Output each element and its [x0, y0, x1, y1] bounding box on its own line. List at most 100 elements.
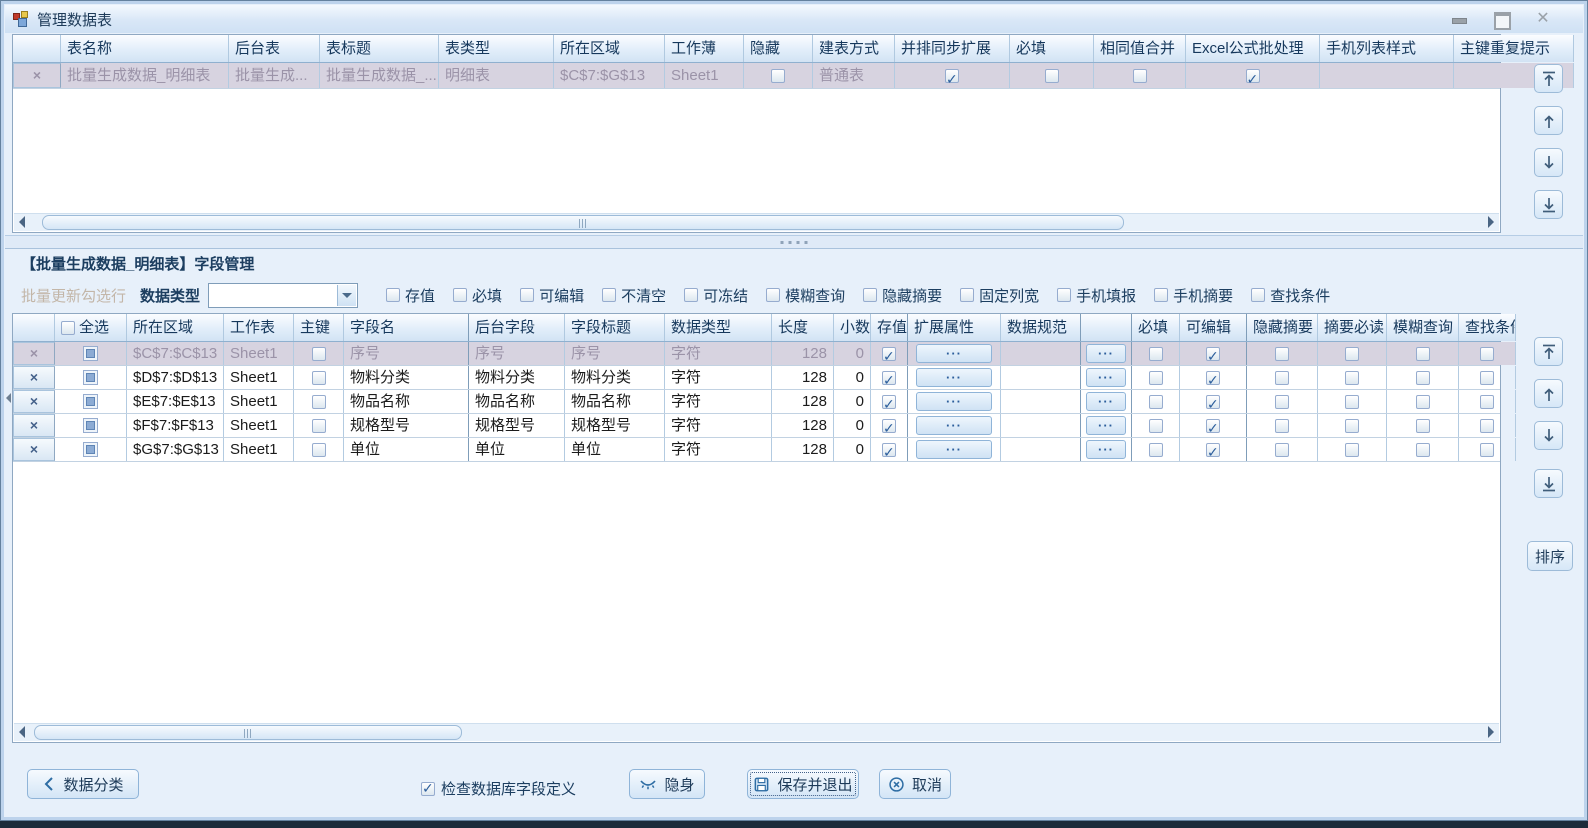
required-checkbox[interactable] — [1148, 418, 1163, 433]
merge-same-checkbox[interactable] — [1132, 68, 1147, 83]
column-header[interactable]: 后台字段 — [468, 314, 565, 341]
check-db-fields-option[interactable]: 检查数据库字段定义 — [421, 778, 576, 799]
move-down-button[interactable] — [1534, 421, 1563, 450]
hide-summary-checkbox[interactable] — [1275, 370, 1289, 385]
pk-checkbox[interactable] — [311, 442, 326, 457]
row-select-checkbox[interactable] — [83, 442, 98, 457]
scroll-left-arrow[interactable] — [19, 726, 25, 738]
column-header[interactable]: 工作薄 — [665, 35, 744, 62]
summary-read-checkbox[interactable] — [1345, 346, 1359, 361]
move-bottom-button[interactable] — [1534, 190, 1563, 219]
title-bar[interactable]: 管理数据表 ✕ — [5, 5, 1583, 33]
column-header[interactable]: 字段标题 — [565, 314, 665, 341]
datatype-combobox[interactable] — [208, 282, 359, 308]
scroll-right-arrow[interactable] — [1488, 216, 1494, 228]
save-exit-button[interactable]: 保存并退出 — [747, 769, 859, 799]
fixed-width-checkbox[interactable] — [960, 288, 975, 302]
table-row[interactable]: × $C$7:$C$13 Sheet1 序号 序号 序号 字符 128 0 ··… — [13, 342, 1516, 366]
find-condition-checkbox[interactable] — [1480, 442, 1494, 457]
column-header[interactable]: 查找条件 — [1459, 314, 1516, 341]
top-grid-hscrollbar[interactable] — [14, 213, 1499, 231]
ext-props-button[interactable]: ··· — [916, 368, 992, 387]
option-fuzzy-query[interactable]: 模糊查询 — [766, 285, 845, 306]
more-button[interactable]: ··· — [1086, 368, 1126, 387]
find-condition-checkbox[interactable] — [1480, 370, 1494, 385]
check-db-fields-checkbox[interactable] — [421, 780, 435, 797]
find-condition-checkbox[interactable] — [1251, 288, 1266, 302]
move-down-button[interactable] — [1534, 148, 1563, 177]
editable-checkbox[interactable] — [1206, 441, 1220, 461]
column-header[interactable]: 可编辑 — [1180, 314, 1247, 341]
maximize-button[interactable] — [1493, 12, 1511, 30]
find-condition-checkbox[interactable] — [1480, 394, 1494, 409]
move-top-button[interactable] — [1534, 64, 1563, 93]
select-all-checkbox[interactable] — [61, 320, 75, 335]
hide-summary-checkbox[interactable] — [863, 288, 878, 302]
option-find-condition[interactable]: 查找条件 — [1251, 285, 1330, 306]
scrollbar-thumb[interactable] — [42, 215, 1124, 230]
table-row[interactable]: × $E$7:$E$13 Sheet1 物品名称 物品名称 物品名称 字符 12… — [13, 390, 1516, 414]
column-header[interactable]: 工作表 — [224, 314, 294, 341]
required-checkbox[interactable] — [1044, 68, 1059, 83]
column-header[interactable]: 摘要必读 — [1318, 314, 1387, 341]
data-category-button[interactable]: 数据分类 — [27, 769, 139, 799]
freezable-checkbox[interactable] — [684, 288, 699, 302]
column-header[interactable]: 数据类型 — [665, 314, 772, 341]
required-checkbox[interactable] — [1148, 346, 1163, 361]
row-select-checkbox[interactable] — [83, 418, 98, 433]
pk-checkbox[interactable] — [311, 394, 326, 409]
column-header[interactable]: 存值 — [871, 314, 908, 341]
fuzzy-query-checkbox[interactable] — [766, 288, 781, 302]
table-row[interactable]: × $D$7:$D$13 Sheet1 物料分类 物料分类 物料分类 字符 12… — [13, 366, 1516, 390]
store-checkbox[interactable] — [882, 417, 896, 437]
ext-props-button[interactable]: ··· — [916, 416, 992, 435]
summary-read-checkbox[interactable] — [1345, 370, 1359, 385]
column-header[interactable]: 必填 — [1010, 35, 1094, 62]
hide-summary-checkbox[interactable] — [1275, 394, 1289, 409]
store-checkbox[interactable] — [882, 369, 896, 389]
required-checkbox[interactable] — [1148, 442, 1163, 457]
move-up-button[interactable] — [1534, 106, 1563, 135]
column-header[interactable]: 表类型 — [439, 35, 554, 62]
store-checkbox[interactable] — [882, 441, 896, 461]
delete-row-button[interactable]: × — [13, 366, 55, 389]
summary-read-checkbox[interactable] — [1345, 418, 1359, 433]
fuzzy-query-checkbox[interactable] — [1415, 442, 1430, 457]
row-select-checkbox[interactable] — [83, 370, 98, 385]
option-fixed-width[interactable]: 固定列宽 — [960, 285, 1039, 306]
close-button[interactable]: ✕ — [1536, 10, 1550, 27]
panel-splitter[interactable] — [5, 235, 1583, 249]
more-button[interactable]: ··· — [1086, 416, 1126, 435]
move-up-button[interactable] — [1534, 379, 1563, 408]
table-row[interactable]: × 批量生成数据_明细表 批量生成... 批量生成数据_... 明细表 $C$7… — [13, 63, 1574, 89]
editable-checkbox[interactable] — [1206, 393, 1220, 413]
store-checkbox[interactable] — [882, 393, 896, 413]
column-header[interactable]: 表标题 — [320, 35, 439, 62]
column-header[interactable]: 小数 — [834, 314, 871, 341]
editable-checkbox[interactable] — [1206, 417, 1220, 437]
column-header[interactable]: 扩展属性 — [907, 314, 1001, 341]
column-header[interactable]: 隐藏摘要 — [1246, 314, 1318, 341]
hidden-checkbox[interactable] — [771, 68, 785, 83]
table-row[interactable]: × $F$7:$F$13 Sheet1 规格型号 规格型号 规格型号 字符 12… — [13, 414, 1516, 438]
column-header[interactable]: 表名称 — [61, 35, 229, 62]
column-header[interactable]: 长度 — [772, 314, 834, 341]
hide-summary-checkbox[interactable] — [1275, 442, 1289, 457]
ext-props-button[interactable]: ··· — [916, 392, 992, 411]
option-no-clear[interactable]: 不清空 — [602, 285, 666, 306]
delete-row-button[interactable]: × — [13, 342, 55, 365]
column-header-select-all[interactable]: 全选 — [55, 314, 127, 341]
column-header[interactable]: 所在区域 — [127, 314, 224, 341]
delete-row-button[interactable]: × — [13, 390, 55, 413]
option-editable[interactable]: 可编辑 — [520, 285, 584, 306]
cancel-button[interactable]: 取消 — [879, 769, 951, 799]
delete-row-button[interactable]: × — [13, 414, 55, 437]
panel-collapse-arrow[interactable] — [6, 393, 11, 403]
stealth-button[interactable]: 隐身 — [629, 769, 705, 799]
pk-checkbox[interactable] — [311, 418, 326, 433]
column-header[interactable]: 主键 — [294, 314, 344, 341]
move-top-button[interactable] — [1534, 337, 1563, 366]
option-hide-summary[interactable]: 隐藏摘要 — [863, 285, 942, 306]
more-button[interactable]: ··· — [1086, 392, 1126, 411]
phone-fill-checkbox[interactable] — [1057, 288, 1072, 302]
